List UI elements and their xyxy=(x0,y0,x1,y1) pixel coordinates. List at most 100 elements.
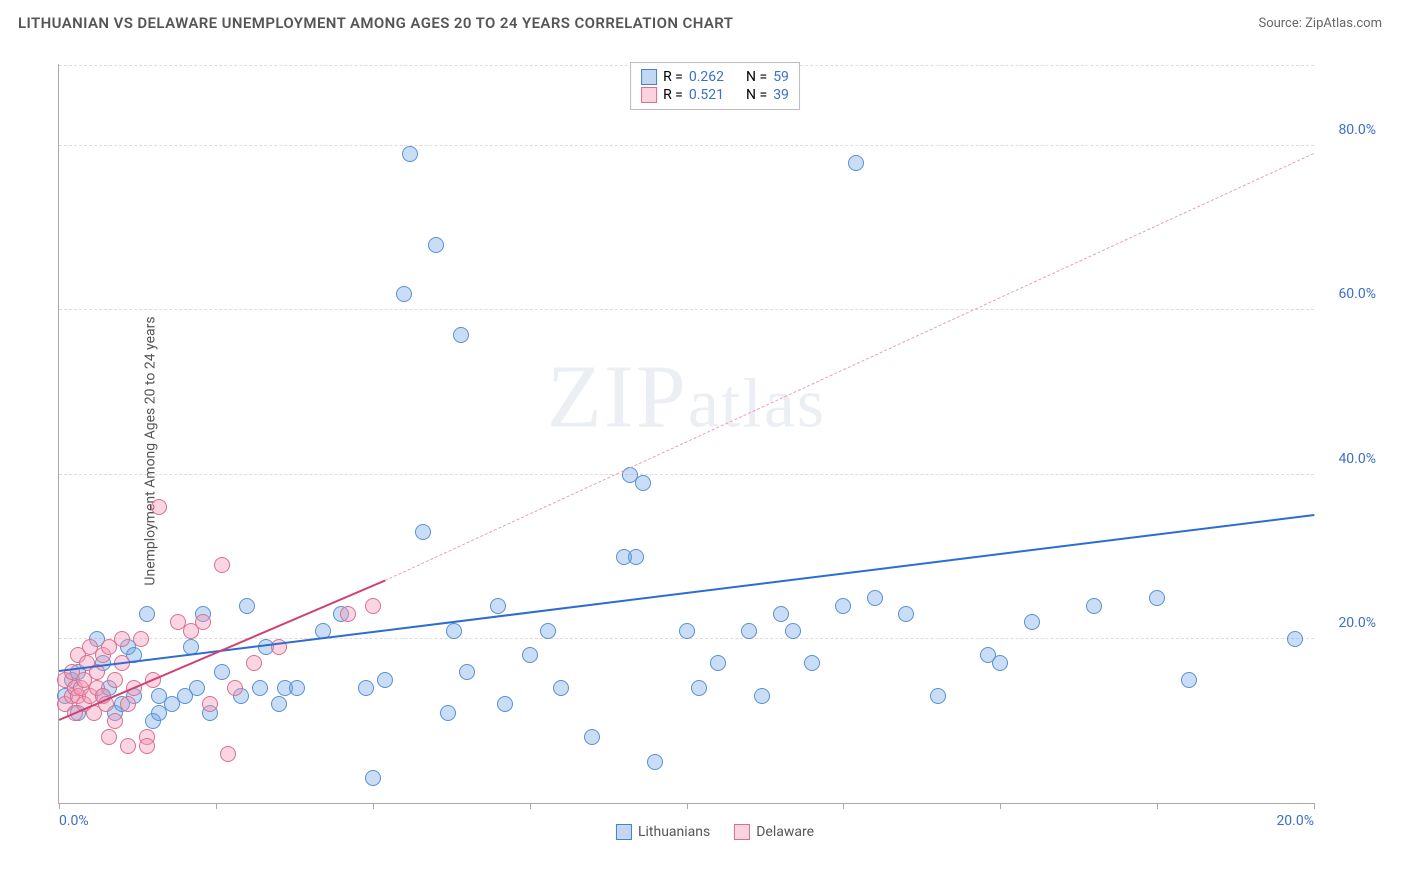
scatter-point xyxy=(214,664,230,680)
x-tick-mark xyxy=(373,803,374,809)
legend-r-label: R = xyxy=(663,69,683,85)
scatter-point xyxy=(679,623,695,639)
legend-n-value: 39 xyxy=(773,87,789,103)
scatter-point xyxy=(358,680,374,696)
scatter-point xyxy=(497,696,513,712)
series-legend: Lithuanians Delaware xyxy=(616,824,814,840)
scatter-point xyxy=(139,738,155,754)
scatter-point xyxy=(114,631,130,647)
trend-line xyxy=(59,514,1314,672)
scatter-point xyxy=(628,549,644,565)
x-tick-label: 0.0% xyxy=(59,813,89,829)
scatter-point xyxy=(239,598,255,614)
legend-item-lithuanians: Lithuanians xyxy=(616,824,710,840)
legend-label: Lithuanians xyxy=(638,824,710,840)
legend-r-label: R = xyxy=(663,87,683,103)
scatter-point xyxy=(835,598,851,614)
scatter-point xyxy=(647,754,663,770)
scatter-point xyxy=(107,713,123,729)
scatter-point xyxy=(220,746,236,762)
legend-n-value: 59 xyxy=(773,69,789,85)
scatter-point xyxy=(446,623,462,639)
gridline xyxy=(59,145,1314,146)
scatter-point xyxy=(377,672,393,688)
y-tick-label: 20.0% xyxy=(1338,615,1376,631)
scatter-point xyxy=(1086,598,1102,614)
x-tick-mark xyxy=(216,803,217,809)
x-tick-mark xyxy=(1314,803,1315,809)
y-tick-label: 60.0% xyxy=(1338,286,1376,302)
scatter-point xyxy=(741,623,757,639)
scatter-point xyxy=(848,155,864,171)
legend-r-value: 0.262 xyxy=(689,69,724,85)
legend-row-pink: R = 0.521 N = 39 xyxy=(641,87,789,103)
scatter-point xyxy=(635,475,651,491)
scatter-point xyxy=(120,696,136,712)
scatter-point xyxy=(691,680,707,696)
legend-swatch-blue xyxy=(616,824,632,840)
legend-swatch-pink xyxy=(641,87,657,103)
x-tick-mark xyxy=(1157,803,1158,809)
scatter-point xyxy=(773,606,789,622)
scatter-point xyxy=(107,672,123,688)
scatter-point xyxy=(151,499,167,515)
scatter-point xyxy=(365,598,381,614)
y-tick-label: 80.0% xyxy=(1338,122,1376,138)
legend-r-value: 0.521 xyxy=(689,87,724,103)
scatter-point xyxy=(189,680,205,696)
x-tick-mark xyxy=(1000,803,1001,809)
scatter-point xyxy=(120,738,136,754)
correlation-legend: R = 0.262 N = 59 R = 0.521 N = 39 xyxy=(630,62,800,110)
trend-line xyxy=(385,153,1314,581)
scatter-point xyxy=(804,655,820,671)
scatter-point xyxy=(522,647,538,663)
scatter-point xyxy=(101,729,117,745)
legend-row-blue: R = 0.262 N = 59 xyxy=(641,69,789,85)
scatter-point xyxy=(1024,614,1040,630)
scatter-point xyxy=(1181,672,1197,688)
scatter-point xyxy=(402,146,418,162)
scatter-point xyxy=(1149,590,1165,606)
scatter-point xyxy=(453,327,469,343)
legend-swatch-blue xyxy=(641,69,657,85)
scatter-point xyxy=(289,680,305,696)
scatter-point xyxy=(992,655,1008,671)
source-label: Source: ZipAtlas.com xyxy=(1258,16,1382,31)
scatter-point xyxy=(553,680,569,696)
chart-title: LITHUANIAN VS DELAWARE UNEMPLOYMENT AMON… xyxy=(18,14,733,32)
legend-n-label: N = xyxy=(746,69,767,85)
scatter-point xyxy=(440,705,456,721)
scatter-point xyxy=(459,664,475,680)
scatter-point xyxy=(867,590,883,606)
legend-item-delaware: Delaware xyxy=(734,824,814,840)
scatter-point xyxy=(898,606,914,622)
scatter-point xyxy=(271,696,287,712)
scatter-point xyxy=(1287,631,1303,647)
scatter-point xyxy=(710,655,726,671)
legend-swatch-pink xyxy=(734,824,750,840)
scatter-point xyxy=(214,557,230,573)
scatter-point xyxy=(930,688,946,704)
scatter-point xyxy=(490,598,506,614)
scatter-point xyxy=(252,680,268,696)
x-tick-mark xyxy=(59,803,60,809)
scatter-point xyxy=(340,606,356,622)
legend-label: Delaware xyxy=(756,824,814,840)
scatter-point xyxy=(246,655,262,671)
x-tick-mark xyxy=(687,803,688,809)
x-tick-label: 20.0% xyxy=(1276,813,1314,829)
x-tick-mark xyxy=(530,803,531,809)
gridline xyxy=(59,309,1314,310)
scatter-point xyxy=(227,680,243,696)
scatter-point xyxy=(540,623,556,639)
legend-n-label: N = xyxy=(746,87,767,103)
scatter-point xyxy=(396,286,412,302)
gridline xyxy=(59,474,1314,475)
scatter-point xyxy=(365,770,381,786)
y-tick-label: 40.0% xyxy=(1338,451,1376,467)
scatter-point xyxy=(195,614,211,630)
scatter-point xyxy=(202,696,218,712)
scatter-point xyxy=(415,524,431,540)
scatter-point xyxy=(428,237,444,253)
x-tick-mark xyxy=(843,803,844,809)
